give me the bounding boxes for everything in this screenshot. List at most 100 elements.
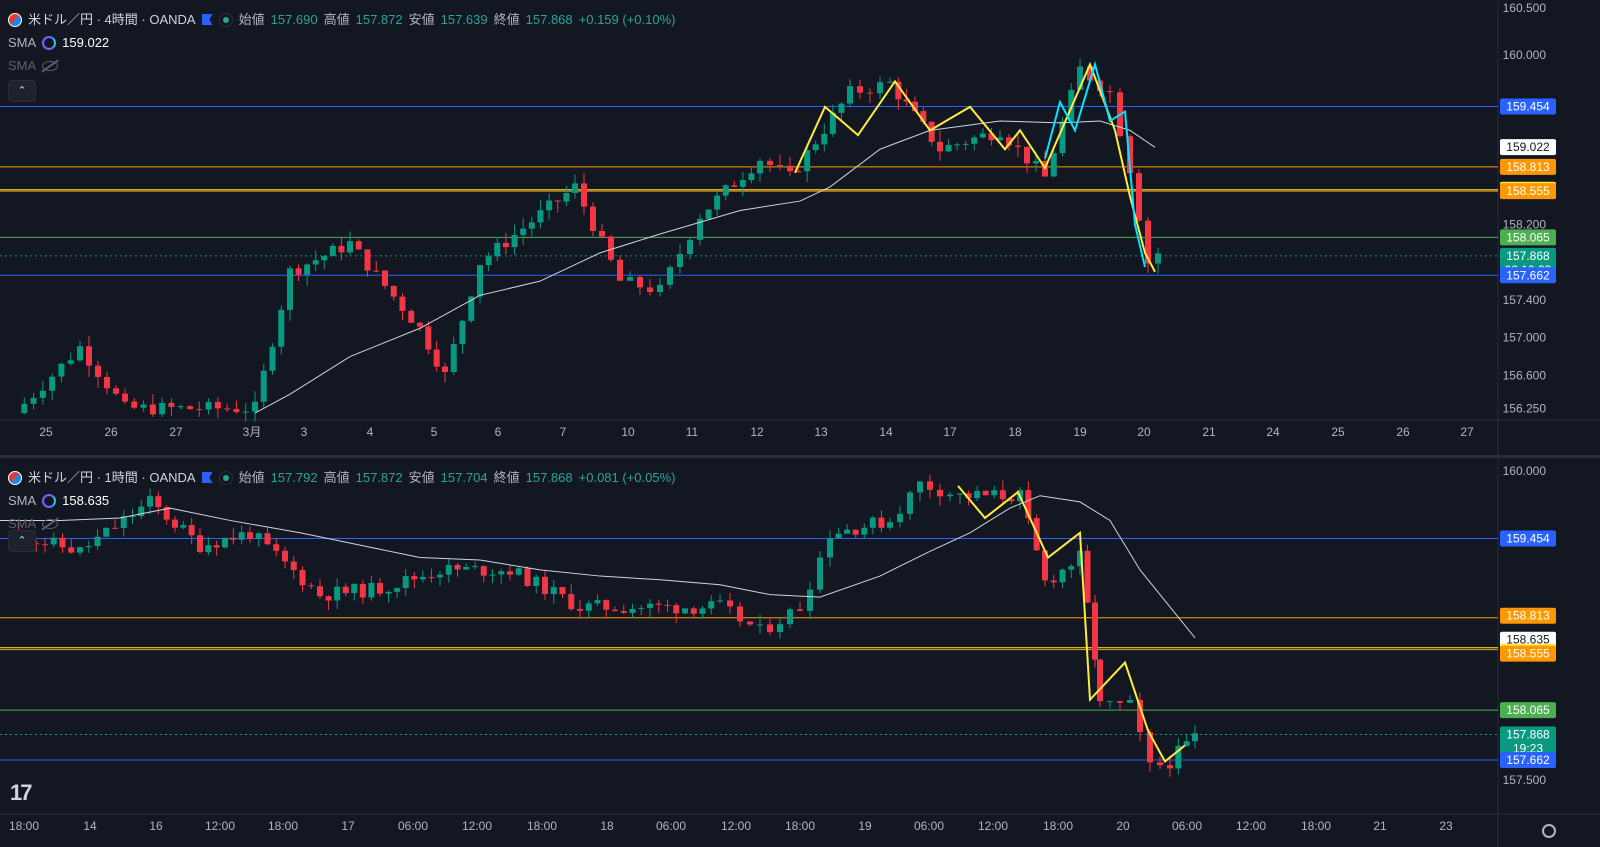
candle-body [559, 587, 566, 595]
chart-pane-1h[interactable]: 160.000159.454158.813158.635158.570158.5… [0, 458, 1600, 847]
flag-icon[interactable] [201, 472, 213, 483]
candle-body [979, 133, 986, 138]
candle-body [278, 309, 285, 347]
high-label: 高値 [323, 469, 350, 485]
candle-body [594, 600, 601, 604]
low-label: 安値 [408, 11, 435, 27]
candle-body [188, 525, 195, 536]
time-tick-label: 3 [301, 425, 308, 439]
time-tick-label: 5 [431, 425, 438, 439]
price-tick-label: 157.000 [1503, 331, 1547, 345]
candle-body [647, 287, 653, 292]
price-tick-label: 160.000 [1503, 48, 1547, 62]
collapse-legend-button[interactable]: ⌃ [8, 80, 36, 102]
candle-body [273, 544, 280, 551]
high-label: 高値 [323, 11, 350, 27]
candle-body [507, 571, 513, 575]
time-tick-label: 3月 [243, 425, 262, 439]
gear-icon[interactable] [1542, 824, 1556, 838]
time-tick-label: 17 [943, 425, 957, 439]
sma-value: 158.635 [62, 492, 110, 508]
candle-body [655, 603, 662, 605]
price-chart-1h[interactable]: 160.000159.454158.813158.635158.570158.5… [0, 458, 1600, 847]
candle-body [480, 566, 487, 576]
candle-body [737, 606, 743, 622]
candle-body [1087, 66, 1093, 81]
candle-body [468, 296, 475, 321]
candle-body [230, 537, 237, 540]
candle-body [835, 533, 842, 539]
candle-body [445, 565, 452, 575]
candle-body [962, 143, 969, 145]
symbol-title[interactable]: 米ドル／円 · 1時間 · OANDA [28, 469, 196, 485]
price-tick-label: 156.600 [1503, 368, 1547, 382]
candle-body [1127, 136, 1133, 174]
time-tick-label: 19 [1073, 425, 1087, 439]
price-tag-text: 158.555 [1506, 647, 1550, 661]
sma2-label[interactable]: SMA [8, 57, 37, 73]
candle-body [155, 496, 162, 508]
candle-body [1127, 699, 1133, 703]
eye-hidden-icon[interactable] [42, 518, 59, 529]
candle-body [368, 582, 375, 598]
sma-label[interactable]: SMA [8, 492, 37, 508]
price-tag-text: 158.065 [1506, 230, 1550, 244]
candle-body [50, 537, 57, 545]
candle-body [196, 409, 203, 411]
price-tick-label: 157.500 [1503, 773, 1547, 787]
candle-body [30, 397, 37, 404]
candle-body [991, 490, 998, 496]
pane-divider[interactable] [0, 455, 1600, 458]
candle-body [590, 206, 596, 231]
time-tick-label: 27 [1460, 425, 1474, 439]
candle-body [767, 624, 773, 633]
candle-body [140, 404, 147, 408]
price-chart-4h[interactable]: 160.500 160.000 159.454 159.022 158.813 158.5… [0, 0, 1600, 455]
time-tick-label: 26 [104, 425, 118, 439]
eye-hidden-icon[interactable] [42, 60, 59, 71]
candle-body [377, 582, 383, 594]
candle-body [1107, 91, 1113, 93]
candle-body [667, 267, 673, 285]
candle-body [999, 490, 1006, 500]
candle-body [812, 144, 819, 151]
candle-body [1042, 550, 1048, 581]
price-tag-157.662 [1500, 751, 1556, 768]
candle-body [347, 241, 353, 253]
candle-body [603, 600, 610, 610]
candle-body [180, 525, 187, 528]
candle-body [39, 390, 46, 398]
candle-body [1175, 745, 1182, 769]
candle-body [450, 344, 457, 373]
symbol-flag-icon [8, 12, 22, 27]
candle-body [1008, 499, 1015, 502]
candle-body [844, 529, 851, 534]
candle-body [829, 112, 836, 134]
candle-body [233, 409, 240, 413]
zigzag-line [794, 61, 1156, 273]
candle-body [454, 565, 461, 570]
sma2-label[interactable]: SMA [8, 515, 37, 531]
collapse-legend-button[interactable]: ⌃ [8, 530, 36, 552]
symbol-flag-icon [8, 470, 22, 485]
candle-body [722, 185, 729, 196]
candle-body [687, 239, 693, 255]
flag-icon[interactable] [201, 14, 213, 25]
time-tick-label: 12 [750, 425, 764, 439]
symbol-title[interactable]: 米ドル／円 · 4時間 · OANDA [28, 11, 196, 27]
candle-body [351, 583, 358, 594]
candle-body [699, 608, 706, 614]
change-value: +0.081 (+0.05%) [578, 469, 676, 485]
candle-body [804, 150, 811, 172]
candle-body [213, 545, 220, 548]
sma-label[interactable]: SMA [8, 34, 37, 50]
tradingview-logo[interactable]: 17 [10, 780, 33, 805]
candle-body [673, 605, 680, 614]
candle-body [852, 529, 859, 535]
candle-body [705, 209, 712, 219]
time-tick-label: 12:00 [721, 819, 751, 833]
open-value: 157.690 [270, 11, 318, 27]
chart-pane-4h[interactable]: 160.500 160.000 159.454 159.022 158.813 158.5… [0, 0, 1600, 455]
candle-body [295, 268, 302, 275]
candle-body [647, 603, 653, 608]
